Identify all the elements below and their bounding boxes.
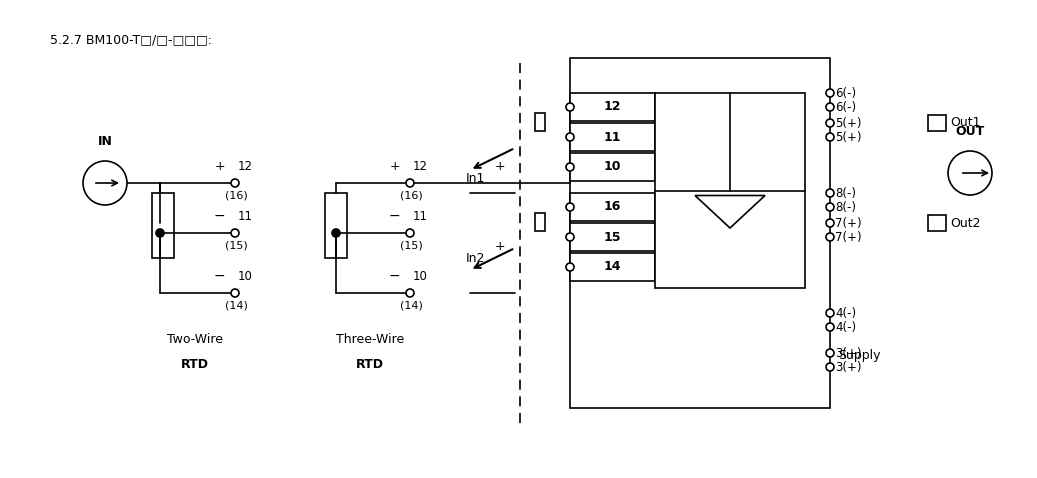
Circle shape: [566, 103, 574, 111]
Bar: [655, 93, 805, 288]
Text: 12: 12: [604, 100, 621, 113]
Circle shape: [826, 349, 834, 357]
Text: 8(-): 8(-): [835, 200, 856, 214]
Text: −: −: [389, 269, 400, 283]
Text: (15): (15): [225, 240, 248, 250]
Circle shape: [826, 323, 834, 331]
Circle shape: [566, 263, 574, 271]
Text: +: +: [389, 160, 400, 173]
Text: 10: 10: [604, 161, 621, 174]
Text: 10: 10: [413, 270, 428, 283]
Circle shape: [566, 203, 574, 211]
Bar: [928, 115, 946, 131]
Text: In2: In2: [466, 251, 485, 264]
Bar: [570, 58, 830, 408]
Circle shape: [156, 229, 164, 237]
Text: (14): (14): [400, 300, 423, 310]
Circle shape: [826, 233, 834, 241]
Text: 11: 11: [604, 130, 621, 143]
Text: −: −: [389, 209, 400, 223]
Text: RTD: RTD: [356, 358, 384, 371]
Text: RTD: RTD: [181, 358, 209, 371]
Circle shape: [826, 189, 834, 197]
Bar: [928, 215, 946, 231]
Text: 4(-): 4(-): [835, 306, 857, 319]
Circle shape: [566, 133, 574, 141]
Circle shape: [566, 233, 574, 241]
Circle shape: [83, 161, 127, 205]
Bar: [570, 153, 655, 181]
Text: 15: 15: [604, 230, 621, 243]
Text: +: +: [215, 160, 225, 173]
Bar: [325, 193, 347, 258]
Text: 8(-): 8(-): [835, 186, 856, 199]
Text: (15): (15): [400, 240, 423, 250]
Text: +: +: [495, 240, 506, 253]
Text: 11: 11: [413, 210, 428, 223]
Text: OUT: OUT: [955, 125, 984, 138]
Text: 11: 11: [239, 210, 253, 223]
Text: +: +: [495, 160, 506, 173]
Bar: [570, 223, 655, 251]
Circle shape: [826, 103, 834, 111]
Circle shape: [332, 229, 340, 237]
Text: 5(+): 5(+): [835, 117, 862, 130]
Text: 6(-): 6(-): [835, 100, 857, 113]
Text: Three-Wire: Three-Wire: [336, 333, 404, 346]
Bar: [535, 213, 545, 231]
Text: −: −: [214, 209, 225, 223]
Circle shape: [826, 203, 834, 211]
Text: 12: 12: [239, 160, 253, 173]
Text: 7(+): 7(+): [835, 217, 862, 229]
Text: 3(+): 3(+): [835, 347, 862, 359]
Circle shape: [407, 289, 414, 297]
Text: 10: 10: [239, 270, 253, 283]
Text: (16): (16): [225, 190, 248, 200]
Bar: [535, 113, 545, 131]
Text: −: −: [214, 269, 225, 283]
Text: 14: 14: [604, 261, 621, 273]
Text: Two-Wire: Two-Wire: [167, 333, 223, 346]
Circle shape: [826, 133, 834, 141]
Circle shape: [407, 179, 414, 187]
Bar: [570, 123, 655, 151]
Circle shape: [231, 229, 239, 237]
Text: 7(+): 7(+): [835, 230, 862, 243]
Bar: [152, 193, 174, 258]
Text: Out2: Out2: [950, 217, 981, 229]
Text: 12: 12: [413, 160, 428, 173]
Text: (14): (14): [225, 300, 248, 310]
Bar: [570, 93, 655, 121]
Circle shape: [231, 289, 239, 297]
Circle shape: [948, 151, 992, 195]
Circle shape: [826, 119, 834, 127]
Circle shape: [407, 229, 414, 237]
Circle shape: [826, 89, 834, 97]
Circle shape: [826, 219, 834, 227]
Text: In1: In1: [466, 172, 485, 185]
Bar: [570, 193, 655, 221]
Text: 16: 16: [604, 200, 621, 214]
Circle shape: [566, 163, 574, 171]
Text: 6(-): 6(-): [835, 87, 857, 99]
Bar: [570, 253, 655, 281]
Text: (16): (16): [400, 190, 423, 200]
Text: Out1: Out1: [950, 117, 981, 130]
Text: 4(-): 4(-): [835, 321, 857, 334]
Circle shape: [231, 179, 239, 187]
Text: 5.2.7 BM100-T□/□-□□□:: 5.2.7 BM100-T□/□-□□□:: [50, 33, 212, 46]
Circle shape: [826, 309, 834, 317]
Text: IN: IN: [97, 135, 112, 148]
Text: 5(+): 5(+): [835, 130, 862, 143]
Text: 3(+): 3(+): [835, 360, 862, 373]
Circle shape: [826, 363, 834, 371]
Text: Supply: Supply: [838, 349, 880, 362]
